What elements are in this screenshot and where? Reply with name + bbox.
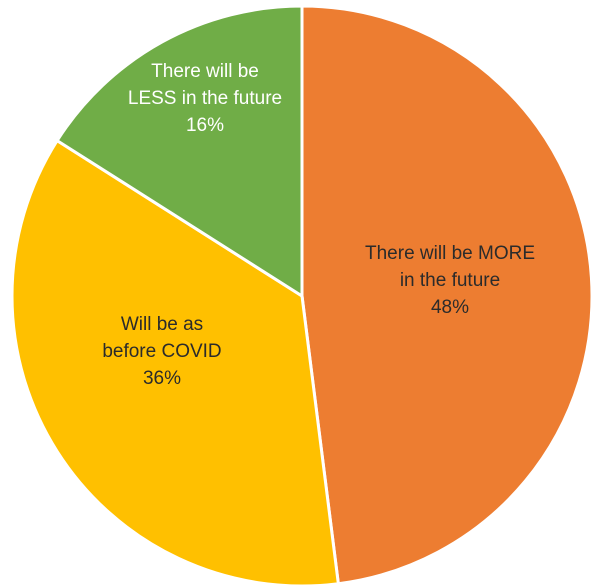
slice-category-label: before COVID — [102, 341, 221, 362]
slice-label-1: There will be MORE in the future 48% — [365, 243, 535, 318]
slice-category-label: There will be MORE — [365, 243, 535, 264]
pie-slice-2 — [10, 139, 340, 587]
slice-value-label: 36% — [143, 368, 181, 389]
slice-category-label: LESS in the future — [128, 88, 282, 109]
slice-category-label: There will be — [151, 61, 259, 82]
slice-label-2: Will be as before COVID 36% — [102, 314, 221, 389]
slice-value-label: 48% — [431, 297, 469, 318]
pie-slice-3 — [55, 4, 304, 298]
pie-slices — [10, 4, 594, 587]
slice-value-label: 16% — [186, 115, 224, 136]
slice-category-label: in the future — [400, 270, 500, 291]
pie-slice-1 — [300, 4, 594, 586]
pie-labels: There will be MORE in the future 48% Will b… — [102, 61, 535, 389]
slice-label-3: There will be LESS in the future 16% — [128, 61, 282, 136]
slice-category-label: Will be as — [121, 314, 203, 335]
